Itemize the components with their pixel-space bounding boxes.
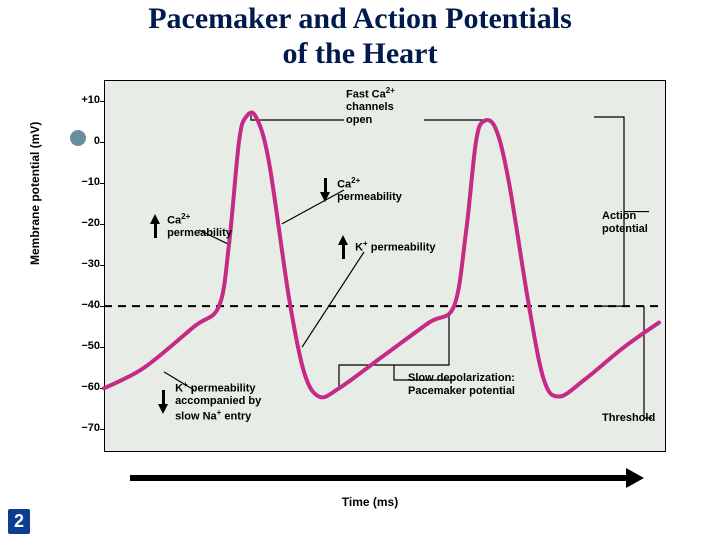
y-axis-label: Membrane potential (mV) bbox=[28, 122, 42, 265]
y-tick-label: −40 bbox=[70, 299, 100, 311]
pacemaker-chart: Membrane potential (mV) +100−10−20−30−40… bbox=[50, 80, 690, 520]
x-axis-label: Time (ms) bbox=[50, 495, 690, 509]
annot-threshold: Threshold bbox=[602, 412, 655, 425]
y-tick-label: −20 bbox=[70, 217, 100, 229]
slide-title: Pacemaker and Action Potentials of the H… bbox=[0, 2, 720, 71]
y-tick-label: −30 bbox=[70, 258, 100, 270]
arrow-down-icon bbox=[320, 178, 330, 202]
annot-action-potential: Actionpotential bbox=[602, 210, 648, 235]
y-tick-label: +10 bbox=[70, 94, 100, 106]
time-arrow-icon bbox=[130, 475, 630, 481]
annot-fast-ca: Fast Ca2+channelsopen bbox=[346, 86, 426, 127]
y-tick-label: −70 bbox=[70, 422, 100, 434]
slide: Pacemaker and Action Potentials of the H… bbox=[0, 0, 720, 540]
annot-pacemaker: Slow depolarization:Pacemaker potential bbox=[408, 372, 515, 397]
annot-k-down-na: K+ permeabilityaccompanied byslow Na+ en… bbox=[158, 380, 261, 423]
annot-k-perm-up: K+ permeability bbox=[338, 235, 436, 259]
y-tick-label: 0 bbox=[70, 135, 100, 147]
y-tick-label: −10 bbox=[70, 176, 100, 188]
annot-ca-perm-down: Ca2+permeability bbox=[320, 176, 402, 204]
y-tick-label: −60 bbox=[70, 381, 100, 393]
arrow-down-icon bbox=[158, 390, 168, 414]
page-number: 2 bbox=[8, 509, 30, 534]
y-tick-label: −50 bbox=[70, 340, 100, 352]
annot-ca-perm-up: Ca2+permeability bbox=[150, 212, 232, 240]
arrow-up-icon bbox=[338, 235, 348, 259]
arrow-up-icon bbox=[150, 214, 160, 238]
title-line-1: Pacemaker and Action Potentials bbox=[148, 2, 572, 35]
title-line-2: of the Heart bbox=[283, 37, 438, 70]
